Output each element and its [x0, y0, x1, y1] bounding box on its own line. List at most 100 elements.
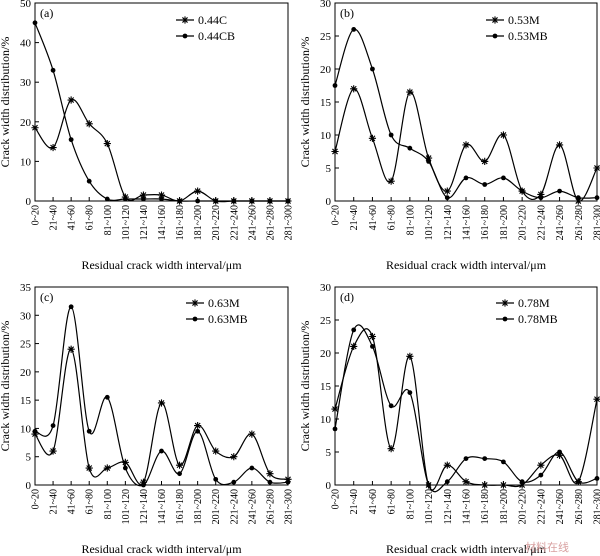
- data-point-0.44CB-14: [285, 198, 291, 204]
- x-tick-label: 61~80: [387, 489, 398, 514]
- x-tick-label: 201~220: [211, 205, 222, 240]
- data-point-0.63M-5: [121, 458, 129, 466]
- data-point-0.63MB-4: [104, 394, 110, 400]
- x-tick-label: 101~120: [424, 205, 435, 240]
- data-point-0.53MB-5: [426, 159, 431, 164]
- y-tick-label: 15: [320, 381, 332, 393]
- data-point-0.78M-2: [368, 332, 377, 341]
- data-point-0.63M-7: [157, 399, 166, 407]
- data-point-0.44CB-2: [68, 137, 74, 143]
- data-point-0.53M-3: [387, 177, 395, 185]
- chart-panel-0: 0 10 20 30 40 50 0~20 21~40 41~60 61~80 81~100 101~…: [0, 0, 295, 272]
- x-tick-label: 81~100: [405, 205, 416, 235]
- data-point-0.78M-10: [518, 481, 526, 489]
- x-axis-label: Residual crack width interval/μm: [81, 258, 242, 272]
- data-point-0.44C-6: [139, 191, 148, 199]
- x-axis-label: Residual crack width interval/μm: [386, 542, 547, 556]
- x-tick-label: 281~300: [593, 489, 600, 524]
- data-point-0.78MB-2: [370, 344, 375, 349]
- data-point-0.53M-8: [481, 157, 489, 165]
- y-tick-label: 20: [320, 64, 332, 76]
- data-point-0.44CB-13: [267, 198, 273, 204]
- data-point-0.78MB-13: [575, 479, 581, 485]
- data-point-0.53M-2: [368, 134, 377, 142]
- x-tick-label: 281~300: [284, 489, 295, 524]
- data-point-0.44CB-12: [249, 198, 255, 204]
- data-point-0.78M-14: [593, 395, 600, 403]
- data-point-0.44C-7: [157, 191, 166, 199]
- series-line-0.63M: [34, 348, 289, 485]
- data-point-0.63M-2: [67, 345, 75, 353]
- y-tick-label: 20: [320, 348, 332, 360]
- y-tick-label: 25: [20, 339, 32, 351]
- x-tick-label: 161~180: [480, 489, 491, 524]
- chart-panel-3: 0 5 10 15 20 25 30 0~20 21~40 41~60 61~80 81~100 101…: [298, 282, 600, 556]
- y-tick-label: 10: [20, 423, 32, 435]
- data-point-0.78MB-8: [482, 456, 488, 461]
- x-tick-label: 21~40: [349, 205, 360, 230]
- data-point-0.63MB-8: [177, 471, 182, 477]
- x-axis-label: Residual crack width interval/μm: [386, 258, 547, 272]
- data-point-0.44CB-6: [141, 196, 146, 202]
- data-point-0.78M-11: [537, 461, 545, 469]
- x-tick-label: 41~60: [67, 489, 78, 514]
- data-point-0.53M-14: [593, 164, 600, 172]
- data-point-0.53MB-4: [407, 145, 413, 151]
- y-tick-label: 0: [26, 196, 32, 208]
- data-point-0.53MB-12: [557, 188, 562, 194]
- y-tick-label: 0: [26, 480, 32, 492]
- x-tick-label: 201~220: [211, 489, 222, 524]
- data-point-0.44C-9: [194, 187, 202, 195]
- y-tick-label: 5: [26, 452, 32, 464]
- y-tick-label: 40: [20, 38, 32, 50]
- x-tick-label: 121~140: [443, 205, 454, 240]
- data-point-0.78MB-12: [557, 449, 562, 455]
- series-line-0.63MB: [34, 306, 289, 487]
- data-point-0.78M-0: [331, 405, 339, 413]
- data-point-0.63MB-11: [231, 479, 237, 485]
- data-point-0.78M-3: [387, 445, 395, 453]
- x-tick-label: 21~40: [49, 205, 60, 230]
- data-point-0.78MB-6: [444, 479, 450, 485]
- legend-entry-0.53M: 0.53M: [486, 13, 540, 27]
- x-tick-label: 221~240: [229, 489, 240, 524]
- x-tick-label: 101~120: [424, 489, 435, 524]
- x-tick-label: 101~120: [121, 205, 132, 240]
- legend-label: 0.78M: [518, 296, 550, 310]
- x-tick-label: 81~100: [103, 205, 114, 235]
- x-tick-label: 261~280: [265, 489, 276, 524]
- x-tick-label: 241~260: [555, 205, 566, 240]
- x-tick-label: 201~220: [518, 489, 529, 524]
- y-tick-label: 5: [326, 163, 332, 175]
- y-tick-label: 35: [20, 282, 32, 294]
- data-point-0.53M-12: [555, 141, 564, 149]
- x-tick-label: 41~60: [368, 489, 379, 514]
- x-tick-label: 181~200: [499, 489, 510, 524]
- legend-entry-0.44C: 0.44C: [176, 13, 227, 27]
- y-axis-label: Crack width distribution/%: [0, 37, 12, 168]
- x-tick-label: 261~280: [265, 205, 276, 240]
- panel-label: (d): [340, 290, 354, 304]
- data-point-0.63M-12: [248, 430, 256, 438]
- x-tick-label: 201~220: [518, 205, 529, 240]
- plot-frame: [334, 2, 598, 202]
- data-point-0.44CB-7: [159, 196, 164, 202]
- data-point-0.63M-11: [230, 453, 238, 461]
- legend-entry-0.44CB: 0.44CB: [176, 29, 235, 43]
- x-tick-label: 141~160: [157, 489, 168, 524]
- series-line-0.44CB: [34, 22, 288, 202]
- data-point-0.63MB-6: [141, 482, 146, 488]
- data-point-0.53MB-0: [332, 83, 338, 88]
- data-point-0.78M-6: [443, 461, 451, 469]
- y-tick-label: 10: [20, 156, 32, 168]
- y-tick-label: 50: [20, 0, 32, 10]
- legend-marker-star: [501, 299, 509, 307]
- legend-marker-star: [181, 16, 189, 24]
- data-point-0.63MB-2: [68, 304, 74, 310]
- data-point-0.63M-1: [49, 447, 57, 455]
- data-point-0.44C-0: [31, 124, 39, 132]
- data-point-0.53M-1: [350, 85, 358, 93]
- x-tick-label: 0~20: [31, 489, 42, 509]
